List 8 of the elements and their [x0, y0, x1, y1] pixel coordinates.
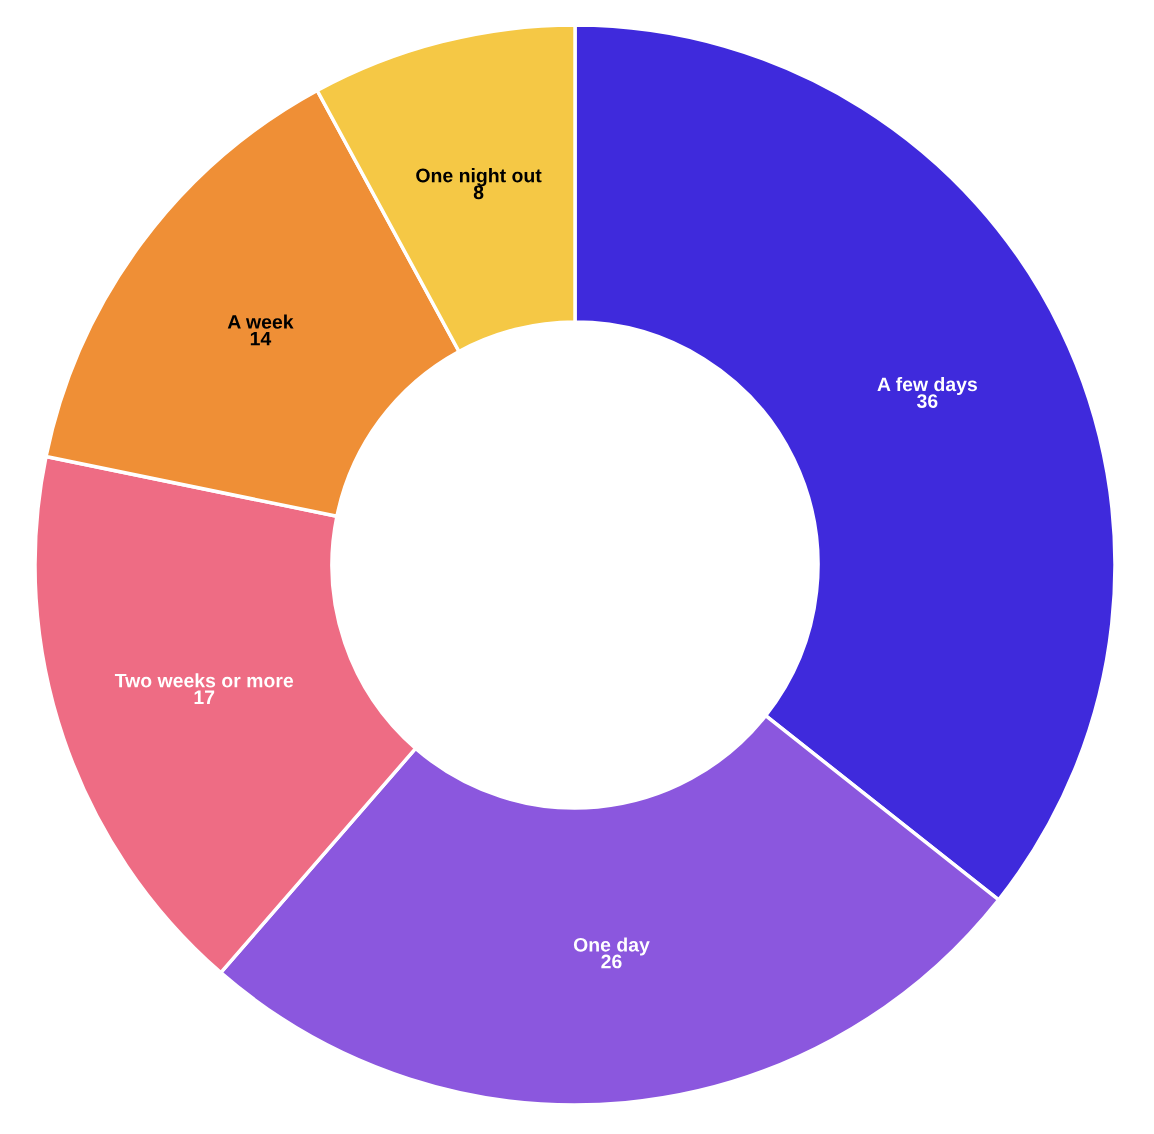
slice-label: Two weeks or more — [114, 673, 294, 688]
slice-label: A week — [227, 314, 294, 329]
data-label: 14 — [250, 331, 272, 346]
data-label: 17 — [194, 690, 215, 704]
data-label: 8 — [473, 185, 484, 200]
data-label: 26 — [601, 954, 622, 969]
data-label: 36 — [916, 394, 938, 408]
slice-label: One night out — [416, 168, 542, 187]
